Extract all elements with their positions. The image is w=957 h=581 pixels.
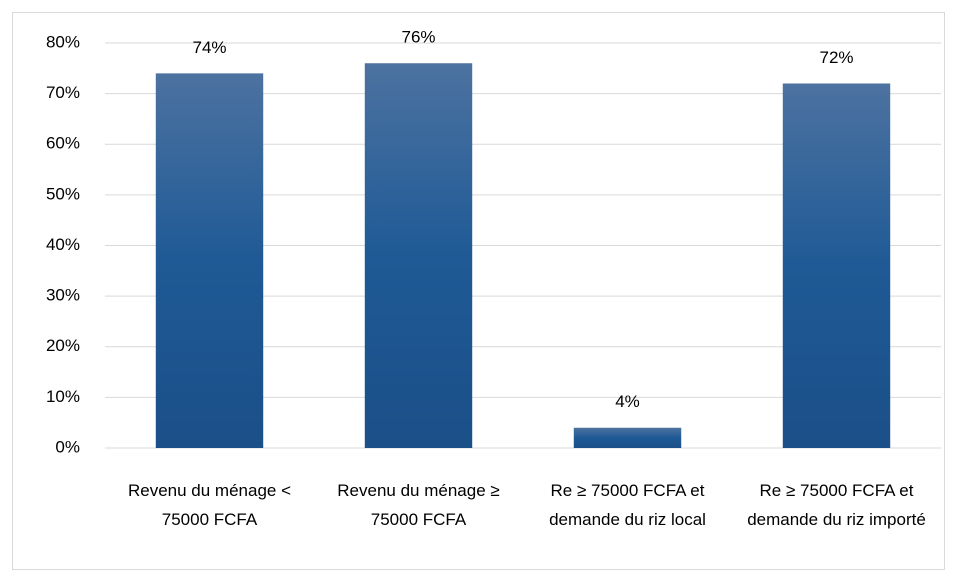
data-label: 72% [819, 48, 853, 67]
y-tick-label: 20% [46, 336, 80, 355]
bar [782, 83, 891, 448]
y-tick-label: 10% [46, 387, 80, 406]
bar [155, 73, 264, 448]
y-tick-label: 50% [46, 184, 80, 203]
data-label: 76% [401, 28, 435, 47]
bar [364, 63, 473, 448]
x-tick-label: Re ≥ 75000 FCFA et demande du riz importé [747, 481, 926, 529]
bar [573, 427, 682, 448]
y-tick-label: 60% [46, 134, 80, 153]
data-label: 74% [192, 38, 226, 57]
data-label: 4% [615, 392, 640, 411]
y-tick-label: 0% [55, 437, 80, 456]
y-tick-label: 70% [46, 83, 80, 102]
x-tick-label: Revenu du ménage <75000 FCFA [128, 481, 291, 529]
y-tick-label: 40% [46, 235, 80, 254]
x-tick-label: Re ≥ 75000 FCFA et demande du riz local [549, 481, 706, 529]
x-tick-label: Revenu du ménage ≥75000 FCFA [337, 481, 499, 529]
y-tick-label: 30% [46, 286, 80, 305]
y-tick-label: 80% [46, 32, 80, 51]
